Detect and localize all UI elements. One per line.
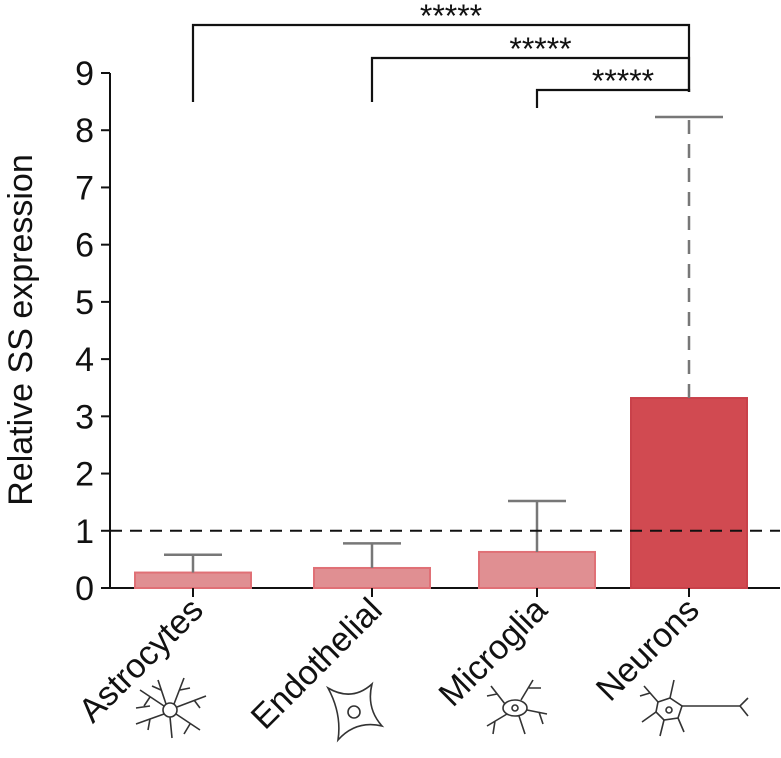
significance-bracket	[535, 88, 691, 108]
y-tick-label: 5	[75, 284, 94, 322]
x-tick-label: Astrocytes	[72, 591, 211, 730]
bar	[134, 571, 252, 589]
y-tick-label: 1	[75, 513, 94, 551]
microglia-icon	[486, 679, 548, 735]
y-tick-label: 8	[75, 112, 94, 150]
endothelial-icon	[325, 681, 385, 743]
y-tick-label: 0	[75, 570, 94, 608]
bar	[478, 550, 596, 590]
significance-label: *****	[420, 0, 482, 34]
y-axis-label: Relative SS expression	[2, 154, 40, 506]
significance-label: *****	[509, 31, 571, 67]
y-tick-label: 9	[75, 55, 94, 93]
bar	[313, 566, 431, 590]
cell-icons	[135, 677, 749, 743]
y-tick-label: 7	[75, 169, 94, 207]
bar	[630, 397, 748, 589]
significance-bracket	[370, 56, 691, 102]
y-tick-label: 6	[75, 227, 94, 265]
y-tick-label: 2	[75, 456, 94, 494]
y-tick-label: 3	[75, 398, 94, 436]
neuron-icon	[639, 679, 749, 737]
astrocyte-icon	[135, 677, 207, 739]
y-tick-label: 4	[75, 341, 94, 379]
x-tick-label: Endothelial	[244, 591, 390, 737]
significance-label: *****	[592, 63, 654, 99]
